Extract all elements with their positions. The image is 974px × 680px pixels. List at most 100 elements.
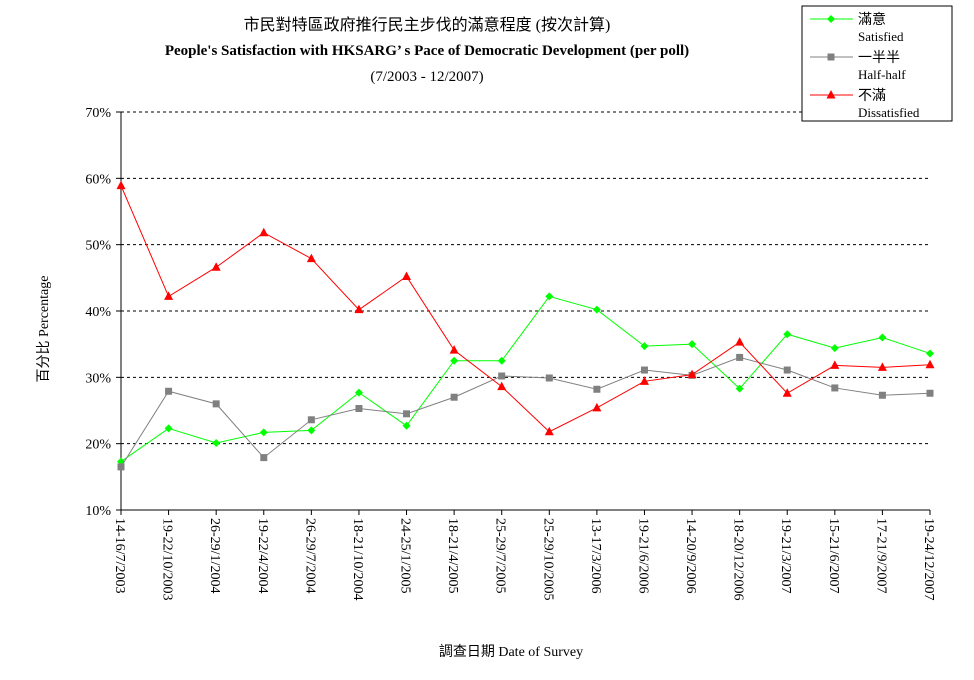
y-tick-label: 20% [85,438,111,453]
series-line [120,185,931,433]
data-point [783,330,792,339]
data-point [450,393,458,401]
data-point [830,360,840,369]
chart-period: (7/2003 - 12/2007) [370,69,483,85]
legend-label: 不滿 [858,88,886,104]
data-point [592,402,602,412]
x-tick-label: 25-29/10/2005 [540,518,555,600]
data-point [450,356,459,365]
x-tick-label: 18-21/4/2005 [445,518,460,593]
data-point [116,180,126,190]
y-tick-label: 50% [85,239,111,254]
x-axis-label: 調查日期 Date of Survey [439,644,583,660]
data-point [497,356,506,365]
series-line [120,356,931,468]
data-point [403,410,411,418]
data-point [449,345,459,354]
data-point [259,227,269,237]
data-point [544,426,554,436]
data-point [402,271,412,281]
data-point [639,376,649,385]
y-tick-label: 10% [85,504,111,519]
data-point [354,388,363,397]
data-point [827,53,835,61]
y-tick-label: 40% [85,305,111,320]
data-point [877,362,887,371]
x-tick-label: 19-22/4/2004 [255,518,270,593]
y-tick-label: 60% [85,172,111,187]
legend-label-en: Dissatisfied [858,105,920,120]
x-tick-label: 18-21/10/2004 [350,518,365,600]
data-point [826,90,836,99]
data-point [545,374,553,382]
x-tick-label: 15-21/6/2007 [826,518,841,593]
data-point [355,405,363,413]
chart-subtitle: People's Satisfaction with HKSARG’ s Pac… [165,43,689,59]
x-tick-labels: 14-16/7/2003 19-22/10/2003 26-29/1/2004 19-… [112,518,936,600]
data-point [164,424,173,433]
data-point [878,391,886,399]
x-tick-label: 17-21/9/2007 [873,518,888,593]
y-axis-label: 百分比 Percentage [36,276,52,383]
x-tick-label: 26-29/7/2004 [302,518,317,593]
data-point [593,385,601,393]
data-point [926,389,934,397]
data-point [782,388,792,397]
x-tick-label: 26-29/1/2004 [207,518,222,593]
legend-box [801,5,953,122]
data-point [307,416,315,424]
data-point [640,342,649,351]
data-point [735,337,745,346]
legend-label-en: Half-half [858,67,906,82]
legend-label-en: Satisfied [858,29,904,44]
x-tick-label: 14-16/7/2003 [112,518,127,593]
y-tick-label: 30% [85,371,111,386]
data-point [783,366,791,374]
data-point [402,421,411,430]
x-tick-label: 24-25/1/2005 [398,518,413,593]
x-tick-label: 25-29/7/2005 [493,518,508,593]
x-tick-label: 19-21/3/2007 [778,518,793,593]
data-point [165,387,173,395]
data-point [212,439,221,448]
data-point [354,304,364,314]
legend-label: 一半半 [858,50,900,66]
x-tick-label: 18-20/12/2006 [731,518,746,600]
axes [120,112,931,515]
x-tick-label: 19-24/12/2007 [921,518,936,600]
legend-label: 滿意 [858,11,886,28]
series-lines [116,180,935,471]
data-point [545,292,554,301]
x-tick-label: 13-17/3/2006 [588,518,603,593]
data-point [307,426,316,435]
data-point [592,305,601,314]
data-point [212,400,220,408]
y-tick-labels: 10% 20% 30% 40% 50% 60% 70% [85,106,111,519]
data-point [925,359,935,369]
data-point [260,454,268,462]
data-point [688,340,697,349]
x-tick-label: 14-20/9/2006 [683,518,698,593]
gridlines [116,111,930,511]
data-point [831,384,839,392]
data-point [830,344,839,353]
data-point [827,15,835,23]
data-point [878,333,887,342]
data-point [498,372,506,380]
data-point [259,428,268,437]
data-point [164,291,174,300]
data-point [926,349,934,358]
data-point [640,366,648,374]
y-tick-label: 70% [85,106,111,121]
x-tick-label: 19-22/10/2003 [160,518,175,600]
data-point [497,381,507,391]
data-point [736,353,744,361]
chart-title: 市民對特區政府推行民主步伐的滿意程度 (按次計算) [244,15,611,34]
data-point [211,262,221,271]
data-point [117,463,125,471]
x-tick-label: 19-21/6/2006 [635,518,650,593]
data-point [306,253,316,263]
series-line [120,295,931,462]
data-point [687,369,697,379]
